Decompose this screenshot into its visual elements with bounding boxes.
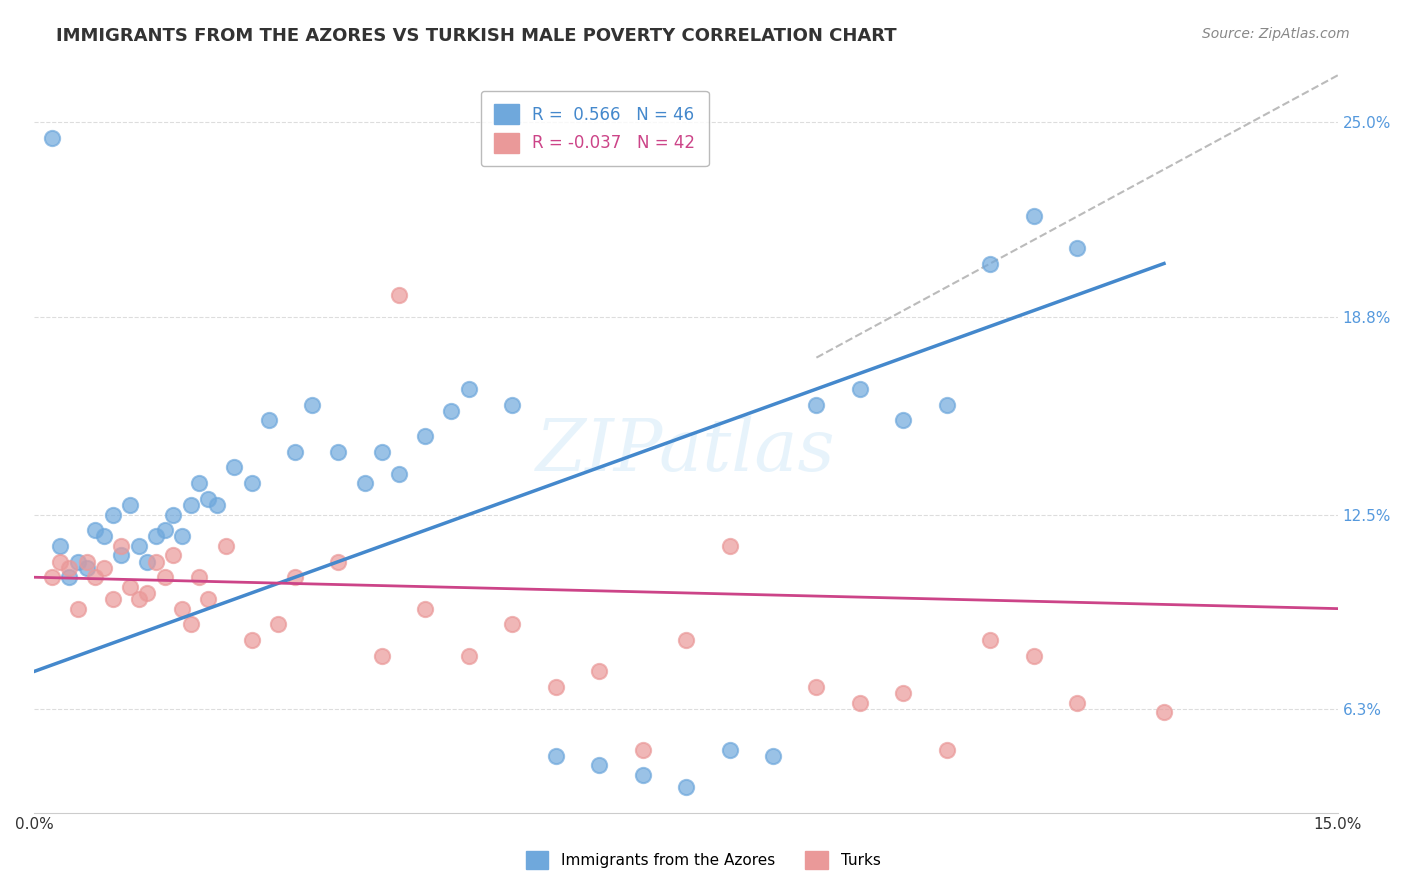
Point — [136, 555, 159, 569]
Point — [257, 413, 280, 427]
Point — [118, 498, 141, 512]
Point — [41, 570, 63, 584]
Point — [631, 768, 654, 782]
Point — [205, 498, 228, 512]
Point — [197, 491, 219, 506]
Point — [224, 460, 246, 475]
Point — [128, 539, 150, 553]
Point — [806, 398, 828, 412]
Point — [49, 539, 72, 553]
Point — [266, 617, 288, 632]
Point — [93, 561, 115, 575]
Point — [457, 648, 479, 663]
Point — [101, 508, 124, 522]
Point — [188, 476, 211, 491]
Point — [1022, 648, 1045, 663]
Point — [162, 508, 184, 522]
Point — [41, 131, 63, 145]
Point — [180, 617, 202, 632]
Point — [935, 398, 957, 412]
Point — [76, 561, 98, 575]
Point — [1066, 241, 1088, 255]
Text: Source: ZipAtlas.com: Source: ZipAtlas.com — [1202, 27, 1350, 41]
Legend: R =  0.566   N = 46, R = -0.037   N = 42: R = 0.566 N = 46, R = -0.037 N = 42 — [481, 90, 709, 166]
Point — [891, 413, 914, 427]
Point — [457, 382, 479, 396]
Point — [718, 743, 741, 757]
Point — [388, 288, 411, 302]
Point — [172, 529, 194, 543]
Point — [353, 476, 375, 491]
Point — [415, 429, 437, 443]
Point — [145, 529, 167, 543]
Point — [118, 580, 141, 594]
Point — [631, 743, 654, 757]
Point — [440, 404, 463, 418]
Point — [328, 444, 350, 458]
Point — [145, 555, 167, 569]
Point — [301, 398, 323, 412]
Point — [979, 632, 1001, 647]
Point — [58, 561, 80, 575]
Point — [415, 601, 437, 615]
Point — [371, 444, 394, 458]
Point — [1066, 696, 1088, 710]
Point — [84, 570, 107, 584]
Point — [501, 398, 523, 412]
Point — [214, 539, 236, 553]
Point — [718, 539, 741, 553]
Legend: Immigrants from the Azores, Turks: Immigrants from the Azores, Turks — [519, 845, 887, 875]
Point — [849, 382, 872, 396]
Point — [58, 570, 80, 584]
Point — [849, 696, 872, 710]
Point — [762, 749, 785, 764]
Point — [544, 749, 567, 764]
Point — [101, 592, 124, 607]
Point — [162, 549, 184, 563]
Point — [180, 498, 202, 512]
Point — [49, 555, 72, 569]
Point — [172, 601, 194, 615]
Point — [136, 586, 159, 600]
Point — [806, 680, 828, 694]
Point — [84, 523, 107, 537]
Point — [544, 680, 567, 694]
Point — [197, 592, 219, 607]
Point — [110, 539, 132, 553]
Point — [588, 665, 610, 679]
Point — [371, 648, 394, 663]
Point — [588, 758, 610, 772]
Point — [76, 555, 98, 569]
Point — [240, 476, 263, 491]
Point — [1022, 210, 1045, 224]
Point — [328, 555, 350, 569]
Point — [66, 601, 89, 615]
Point — [675, 780, 697, 795]
Point — [501, 617, 523, 632]
Text: IMMIGRANTS FROM THE AZORES VS TURKISH MALE POVERTY CORRELATION CHART: IMMIGRANTS FROM THE AZORES VS TURKISH MA… — [56, 27, 897, 45]
Point — [935, 743, 957, 757]
Point — [388, 467, 411, 481]
Point — [128, 592, 150, 607]
Point — [284, 444, 307, 458]
Text: ZIPatlas: ZIPatlas — [536, 416, 837, 486]
Point — [1153, 705, 1175, 719]
Point — [93, 529, 115, 543]
Point — [110, 549, 132, 563]
Point — [66, 555, 89, 569]
Point — [979, 256, 1001, 270]
Point — [891, 686, 914, 700]
Point — [153, 523, 176, 537]
Point — [284, 570, 307, 584]
Point — [188, 570, 211, 584]
Point — [240, 632, 263, 647]
Point — [153, 570, 176, 584]
Point — [675, 632, 697, 647]
